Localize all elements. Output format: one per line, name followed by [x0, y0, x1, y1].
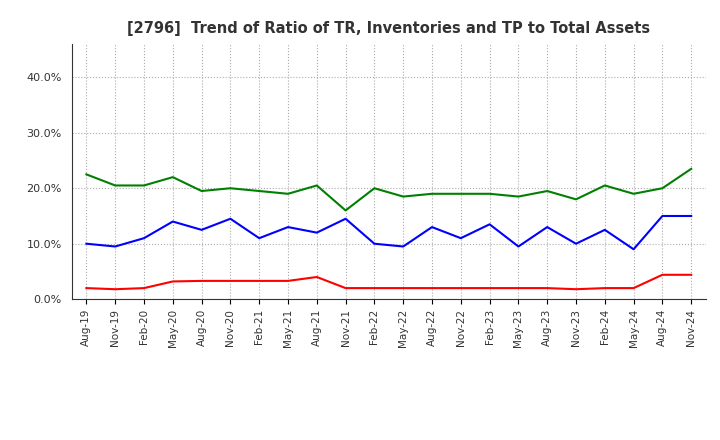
Trade Payables — [255, 188, 264, 194]
Trade Receivables — [514, 286, 523, 291]
Trade Receivables — [543, 286, 552, 291]
Trade Receivables — [197, 278, 206, 283]
Inventories — [168, 219, 177, 224]
Inventories — [514, 244, 523, 249]
Inventories — [687, 213, 696, 219]
Inventories — [255, 235, 264, 241]
Inventories — [629, 247, 638, 252]
Legend: Trade Receivables, Inventories, Trade Payables: Trade Receivables, Inventories, Trade Pa… — [158, 438, 619, 440]
Trade Receivables — [456, 286, 465, 291]
Inventories — [370, 241, 379, 246]
Trade Receivables — [341, 286, 350, 291]
Inventories — [341, 216, 350, 221]
Trade Payables — [658, 186, 667, 191]
Inventories — [197, 227, 206, 232]
Trade Payables — [629, 191, 638, 196]
Trade Payables — [370, 186, 379, 191]
Trade Receivables — [572, 286, 580, 292]
Inventories — [226, 216, 235, 221]
Trade Payables — [428, 191, 436, 196]
Inventories — [399, 244, 408, 249]
Inventories — [456, 235, 465, 241]
Trade Receivables — [255, 278, 264, 283]
Inventories — [572, 241, 580, 246]
Trade Receivables — [687, 272, 696, 278]
Trade Receivables — [140, 286, 148, 291]
Line: Trade Payables: Trade Payables — [86, 169, 691, 210]
Trade Payables — [514, 194, 523, 199]
Title: [2796]  Trend of Ratio of TR, Inventories and TP to Total Assets: [2796] Trend of Ratio of TR, Inventories… — [127, 21, 650, 36]
Trade Payables — [284, 191, 292, 196]
Trade Receivables — [399, 286, 408, 291]
Trade Payables — [456, 191, 465, 196]
Trade Payables — [485, 191, 494, 196]
Trade Receivables — [312, 275, 321, 280]
Trade Payables — [168, 175, 177, 180]
Trade Payables — [312, 183, 321, 188]
Inventories — [600, 227, 609, 232]
Inventories — [658, 213, 667, 219]
Trade Receivables — [485, 286, 494, 291]
Inventories — [543, 224, 552, 230]
Inventories — [284, 224, 292, 230]
Trade Receivables — [82, 286, 91, 291]
Trade Receivables — [629, 286, 638, 291]
Trade Payables — [687, 166, 696, 172]
Line: Trade Receivables: Trade Receivables — [86, 275, 691, 289]
Trade Payables — [543, 188, 552, 194]
Trade Payables — [111, 183, 120, 188]
Trade Receivables — [111, 286, 120, 292]
Trade Receivables — [658, 272, 667, 278]
Trade Payables — [600, 183, 609, 188]
Trade Receivables — [168, 279, 177, 284]
Trade Payables — [197, 188, 206, 194]
Trade Payables — [341, 208, 350, 213]
Inventories — [140, 235, 148, 241]
Trade Receivables — [226, 278, 235, 283]
Trade Payables — [82, 172, 91, 177]
Inventories — [82, 241, 91, 246]
Line: Inventories: Inventories — [86, 216, 691, 249]
Trade Payables — [226, 186, 235, 191]
Inventories — [428, 224, 436, 230]
Trade Receivables — [370, 286, 379, 291]
Trade Receivables — [600, 286, 609, 291]
Trade Payables — [140, 183, 148, 188]
Trade Receivables — [428, 286, 436, 291]
Inventories — [485, 222, 494, 227]
Trade Payables — [572, 197, 580, 202]
Inventories — [111, 244, 120, 249]
Trade Payables — [399, 194, 408, 199]
Trade Receivables — [284, 278, 292, 283]
Inventories — [312, 230, 321, 235]
